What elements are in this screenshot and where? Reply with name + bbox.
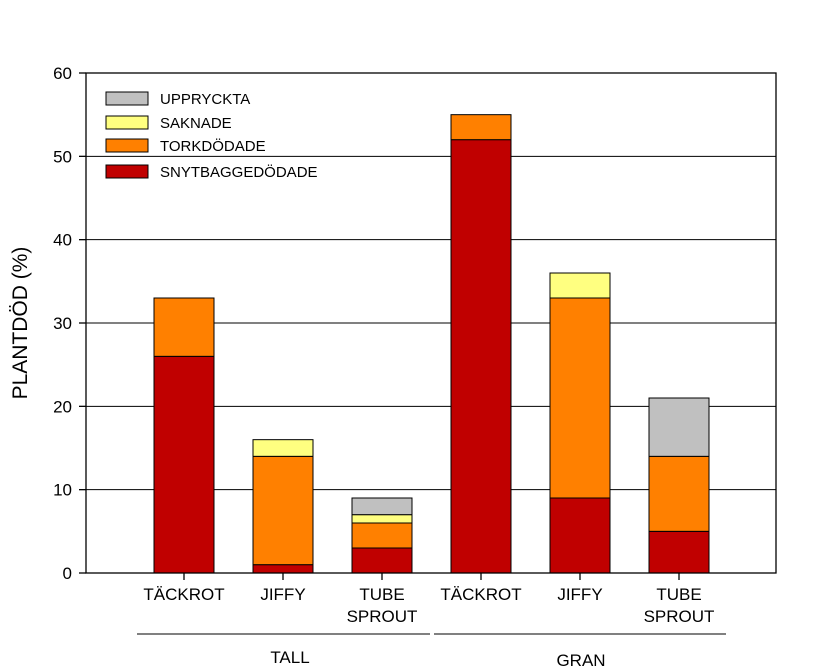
bar-segment-snytbaggedödade-1 xyxy=(252,564,314,574)
group-axis: TALL GRAN xyxy=(137,633,726,670)
x-axis: TÄCKROT JIFFY TUBE SPROUT TÄCKROT JIFFY TUBE SP… xyxy=(143,573,714,626)
legend: UPPRYCKTA SAKNADE TORKDÖDADE SNYTBAGGEDÖDAD… xyxy=(105,91,318,181)
bar-segment-snytbaggedödade-2 xyxy=(351,547,413,574)
x-category-label-2-1: SPROUT xyxy=(347,607,418,626)
legend-label-torkdödade: TORKDÖDADE xyxy=(160,137,266,155)
bar-segment-saknade-2 xyxy=(351,514,413,524)
bar-segment-torkdödade-0 xyxy=(153,297,215,357)
y-axis: 0 10 20 30 40 50 60 xyxy=(53,64,86,583)
y-tick-label-30: 30 xyxy=(53,314,72,333)
y-tick-label-50: 50 xyxy=(53,147,72,166)
legend-label-uppryckta: UPPRYCKTA xyxy=(160,91,250,108)
bar-segment-torkdödade-2 xyxy=(351,522,413,549)
bar-segment-torkdödade-5 xyxy=(648,455,710,532)
bar-segment-torkdödade-3 xyxy=(450,114,512,141)
legend-swatch-torkdödade xyxy=(105,138,149,153)
bar-segment-snytbaggedödade-4 xyxy=(549,497,611,574)
x-category-label-3-0: TÄCKROT xyxy=(440,585,521,604)
bar-segment-torkdödade-4 xyxy=(549,297,611,499)
y-tick-label-0: 0 xyxy=(63,564,72,583)
bar-segment-saknade-4 xyxy=(549,272,611,299)
x-category-label-5-1: SPROUT xyxy=(644,607,715,626)
group-label-gran: GRAN xyxy=(556,651,605,670)
x-category-label-2-0: TUBE xyxy=(359,585,404,604)
y-tick-label-20: 20 xyxy=(53,397,72,416)
bar-segment-snytbaggedödade-5 xyxy=(648,530,710,574)
bar-segment-snytbaggedödade-0 xyxy=(153,355,215,574)
x-category-label-5-0: TUBE xyxy=(656,585,701,604)
bar-segment-uppryckta-2 xyxy=(351,497,413,516)
y-tick-label-40: 40 xyxy=(53,231,72,250)
y-tick-label-60: 60 xyxy=(53,64,72,83)
bar-segment-saknade-1 xyxy=(252,439,314,457)
legend-swatch-uppryckta xyxy=(105,91,149,106)
y-tick-label-10: 10 xyxy=(53,481,72,500)
y-axis-title: PLANTDÖD (%) xyxy=(9,247,32,400)
legend-label-saknade: SAKNADE xyxy=(160,115,232,132)
bars xyxy=(153,114,710,574)
legend-swatch-saknade xyxy=(105,115,149,130)
legend-swatch-snytbaggedödade xyxy=(105,164,149,179)
bar-segment-snytbaggedödade-3 xyxy=(450,139,512,574)
x-category-label-0-0: TÄCKROT xyxy=(143,585,224,604)
x-category-label-1-0: JIFFY xyxy=(260,585,305,604)
legend-label-snytbaggedödade: SNYTBAGGEDÖDADE xyxy=(160,163,318,181)
bar-segment-uppryckta-5 xyxy=(648,397,710,457)
group-label-tall: TALL xyxy=(270,648,309,667)
x-category-label-4-0: JIFFY xyxy=(557,585,602,604)
bar-segment-torkdödade-1 xyxy=(252,455,314,566)
